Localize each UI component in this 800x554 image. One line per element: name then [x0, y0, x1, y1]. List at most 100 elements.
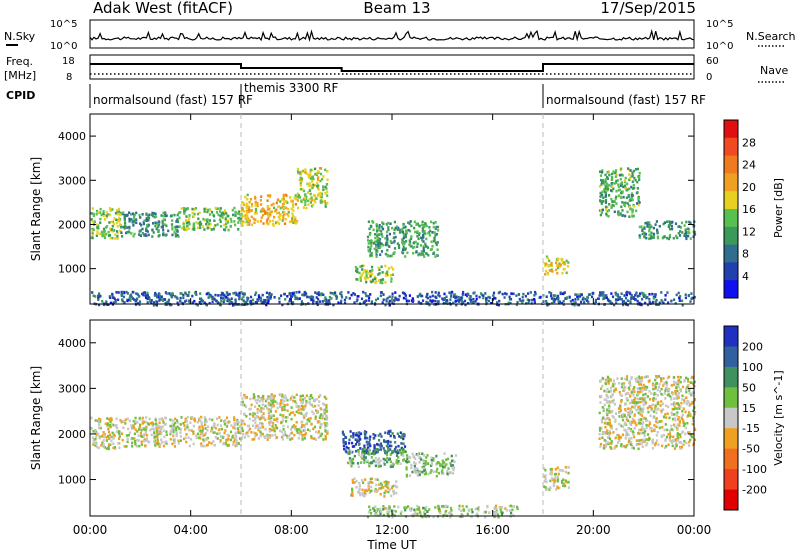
- echo-cell: [304, 291, 307, 295]
- echo-cell: [321, 300, 324, 303]
- echo-cell: [295, 402, 298, 405]
- echo-cell: [384, 506, 387, 510]
- echo-cell: [254, 195, 257, 199]
- echo-cell: [689, 300, 692, 303]
- echo-cell: [208, 441, 211, 444]
- echo-cell: [434, 221, 437, 224]
- echo-cell: [144, 431, 147, 434]
- echo-cell: [648, 390, 651, 393]
- echo-cell: [551, 476, 554, 480]
- echo-cell: [604, 398, 607, 401]
- echo-cell: [122, 295, 126, 299]
- echo-cell: [619, 182, 622, 186]
- echo-cell: [254, 218, 257, 221]
- echo-cell: [617, 194, 620, 198]
- echo-cell: [154, 417, 157, 420]
- echo-cell: [242, 295, 245, 298]
- echo-cell: [366, 276, 370, 280]
- echo-cell: [660, 387, 663, 391]
- echo-cell: [605, 411, 608, 414]
- echo-cell: [689, 412, 692, 416]
- echo-cell: [225, 425, 229, 428]
- echo-cell: [272, 202, 275, 206]
- echo-cell: [148, 440, 151, 444]
- echo-cell: [614, 197, 617, 200]
- echo-cell: [664, 439, 667, 442]
- echo-cell: [105, 300, 108, 303]
- echo-cell: [673, 298, 676, 301]
- echo-cell: [607, 382, 610, 385]
- echo-cell: [233, 220, 236, 223]
- echo-cell: [113, 297, 116, 301]
- echo-cell: [145, 416, 148, 419]
- echo-cell: [147, 216, 151, 220]
- echo-cell: [271, 425, 274, 428]
- echo-cell: [234, 433, 237, 436]
- echo-cell: [256, 411, 259, 414]
- echo-cell: [374, 456, 377, 460]
- echo-cell: [118, 435, 121, 438]
- echo-cell: [629, 422, 632, 426]
- echo-cell: [648, 300, 651, 304]
- echo-cell: [643, 376, 646, 379]
- echo-cell: [99, 217, 102, 221]
- echo-cell: [314, 404, 317, 408]
- echo-cell: [548, 291, 551, 294]
- echo-cell: [617, 185, 620, 188]
- echo-cell: [286, 425, 290, 429]
- echo-cell: [375, 253, 378, 257]
- echo-cell: [423, 230, 426, 233]
- echo-cell: [255, 433, 258, 437]
- echo-cell: [434, 255, 437, 258]
- echo-cell: [407, 505, 410, 508]
- echo-cell: [436, 241, 439, 244]
- echo-cell: [658, 426, 661, 430]
- echo-cell: [176, 218, 179, 221]
- echo-cell: [249, 397, 252, 401]
- echo-cell: [272, 414, 275, 417]
- echo-cell: [138, 295, 141, 298]
- echo-cell: [284, 298, 287, 301]
- echo-cell: [110, 228, 114, 231]
- echo-cell: [600, 418, 603, 422]
- echo-cell: [252, 419, 255, 422]
- echo-cell: [174, 295, 177, 298]
- echo-cell: [367, 249, 370, 252]
- echo-cell: [177, 303, 180, 307]
- echo-cell: [665, 435, 668, 439]
- echo-cell: [577, 297, 580, 301]
- echo-cell: [645, 443, 648, 447]
- echo-cell: [267, 301, 270, 305]
- echo-cell: [150, 301, 153, 304]
- echo-cell: [146, 230, 149, 233]
- echo-cell: [128, 227, 131, 230]
- echo-cell: [320, 293, 323, 297]
- echo-cell: [680, 446, 683, 449]
- echo-cell: [677, 385, 680, 389]
- date-title: 17/Sep/2015: [600, 0, 696, 17]
- echo-cell: [486, 505, 489, 509]
- echo-cell: [299, 178, 302, 182]
- echo-cell: [435, 474, 438, 478]
- echo-cell: [380, 232, 383, 236]
- echo-cell: [646, 419, 649, 422]
- echo-cell: [475, 297, 478, 301]
- echo-cell: [111, 236, 114, 240]
- y-tick-label: 4000: [58, 130, 86, 143]
- echo-cell: [393, 239, 396, 243]
- echo-cell: [228, 420, 231, 424]
- echo-cell: [426, 292, 429, 296]
- echo-cell: [203, 416, 206, 419]
- echo-cell: [253, 431, 256, 435]
- echo-cell: [203, 444, 206, 448]
- echo-cell: [278, 297, 281, 300]
- echo-cell: [314, 291, 317, 294]
- echo-cell: [586, 296, 589, 299]
- echo-cell: [613, 182, 616, 185]
- echo-cell: [629, 197, 632, 200]
- echo-cell: [297, 411, 300, 415]
- echo-cell: [280, 435, 284, 439]
- echo-cell: [211, 300, 214, 304]
- echo-cell: [458, 299, 461, 302]
- echo-cell: [607, 390, 611, 393]
